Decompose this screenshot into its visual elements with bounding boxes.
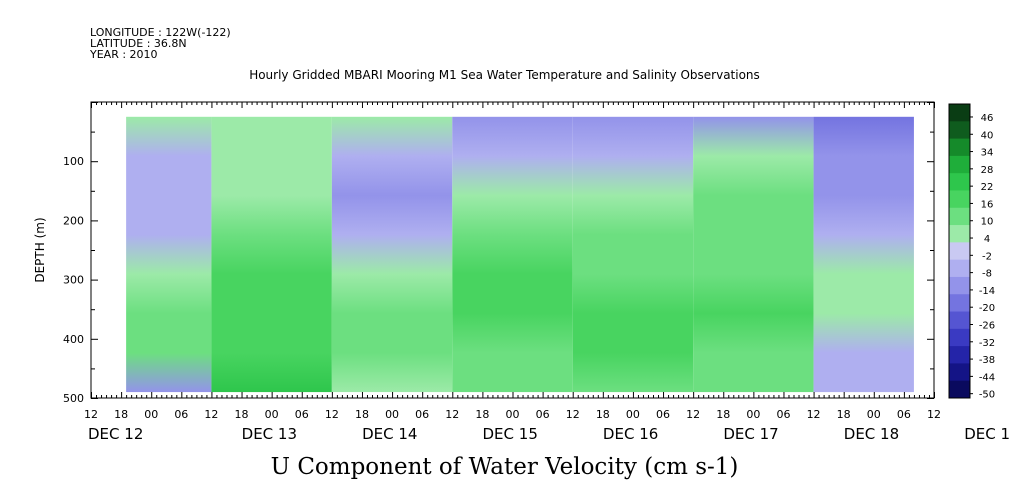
chart-title: Hourly Gridded MBARI Mooring M1 Sea Wate… — [249, 68, 760, 82]
colorbar-swatch — [949, 242, 970, 261]
colorbar-label: 10 — [981, 217, 994, 228]
longitude-label: LONGITUDE : 122W(-122) — [90, 26, 231, 39]
colorbar: 46 40 34 28 22 16 10 4 -2 -8 -14 -20 -26 -32 -38 -44 -50 — [948, 103, 995, 401]
y-tick-label: 500 — [63, 392, 84, 405]
heatmap-field — [126, 116, 914, 393]
x-day-label: DEC 13 — [242, 425, 297, 443]
x-day-label: DEC 16 — [603, 425, 658, 443]
colorbar-label: -32 — [979, 338, 995, 349]
colorbar-label: 28 — [981, 165, 994, 176]
x-hour-label: 12 — [807, 408, 821, 421]
x-hour-label: 12 — [84, 408, 98, 421]
x-hour-label: 00 — [506, 408, 520, 421]
x-hour-label: 06 — [174, 408, 188, 421]
x-day-label: DEC 17 — [723, 425, 778, 443]
x-hour-label: 00 — [385, 408, 399, 421]
heatmap-column — [693, 116, 814, 393]
heatmap-column — [452, 116, 573, 393]
colorbar-label: -44 — [979, 372, 995, 383]
y-tick-label: 200 — [63, 214, 84, 227]
colorbar-label: -50 — [979, 390, 995, 401]
heatmap-column — [331, 116, 453, 393]
colorbar-label: 34 — [981, 148, 994, 159]
x-hour-label: 18 — [355, 408, 369, 421]
x-hour-label: 12 — [927, 408, 941, 421]
x-hour-label: 18 — [475, 408, 489, 421]
colorbar-swatch — [949, 380, 970, 399]
x-hour-label: 12 — [686, 408, 700, 421]
heatmap-column — [126, 116, 212, 393]
x-hour-label: 12 — [325, 408, 339, 421]
x-hour-label: 06 — [656, 408, 670, 421]
colorbar-swatch — [949, 328, 970, 347]
colorbar-swatch — [949, 363, 970, 382]
colorbar-frame — [948, 103, 971, 399]
colorbar-swatch — [949, 294, 970, 313]
colorbar-label: -14 — [979, 286, 995, 297]
x-day-label: DEC 14 — [362, 425, 417, 443]
colorbar-swatch — [949, 346, 970, 364]
x-axis-ticks: 12 18 00 06 12 18 00 06 12 18 00 06 12 18 00 06 12 18 00 06… — [84, 102, 1009, 443]
x-day-label: DEC 12 — [88, 425, 143, 443]
colorbar-swatch — [949, 207, 970, 226]
x-hour-label: 18 — [235, 408, 249, 421]
colorbar-swatch — [949, 190, 970, 209]
heatmap-column — [813, 116, 914, 393]
colorbar-swatch — [949, 138, 970, 157]
x-hour-label: 00 — [144, 408, 158, 421]
colorbar-label: 40 — [981, 130, 994, 141]
y-tick-label: 300 — [63, 274, 84, 287]
variable-title: U Component of Water Velocity (cm s-1) — [270, 454, 739, 480]
colorbar-swatch — [949, 276, 970, 295]
colorbar-swatch — [949, 121, 970, 140]
colorbar-label: 4 — [984, 234, 990, 245]
heatmap-column — [211, 116, 332, 393]
x-hour-label: 06 — [776, 408, 790, 421]
colorbar-label: -2 — [982, 251, 992, 262]
y-axis-ticks: 100 200 300 400 500 — [63, 102, 934, 405]
y-tick-label: 100 — [63, 155, 84, 168]
colorbar-label: 16 — [981, 199, 994, 210]
y-tick-label: 400 — [63, 333, 84, 346]
colorbar-swatch — [949, 259, 970, 278]
colorbar-swatch — [949, 104, 970, 122]
x-hour-label: 00 — [626, 408, 640, 421]
colorbar-label: -38 — [979, 355, 995, 366]
x-day-label: DEC 18 — [844, 425, 899, 443]
x-hour-label: 00 — [265, 408, 279, 421]
x-hour-label: 12 — [445, 408, 459, 421]
colorbar-label: 46 — [981, 113, 994, 124]
colorbar-swatch — [949, 225, 970, 243]
x-hour-label: 00 — [746, 408, 760, 421]
x-hour-label: 18 — [837, 408, 851, 421]
x-hour-label: 06 — [295, 408, 309, 421]
x-hour-label: 06 — [536, 408, 550, 421]
x-hour-label: 18 — [114, 408, 128, 421]
y-axis-label: DEPTH (m) — [33, 217, 47, 282]
colorbar-label: -26 — [979, 321, 995, 332]
x-hour-label: 00 — [867, 408, 881, 421]
colorbar-label: -8 — [982, 269, 992, 280]
year-label: YEAR : 2010 — [90, 48, 158, 61]
x-hour-label: 18 — [716, 408, 730, 421]
heatmap-column — [572, 116, 694, 393]
x-hour-label: 12 — [566, 408, 580, 421]
colorbar-swatch — [949, 155, 970, 174]
x-hour-label: 18 — [596, 408, 610, 421]
x-hour-label: 06 — [897, 408, 911, 421]
colorbar-swatch — [949, 311, 970, 330]
x-day-label: DEC 19 — [964, 425, 1009, 443]
x-hour-label: 12 — [204, 408, 218, 421]
x-hour-label: 06 — [415, 408, 429, 421]
latitude-label: LATITUDE : 36.8N — [90, 37, 187, 50]
x-day-label: DEC 15 — [483, 425, 538, 443]
colorbar-label: -20 — [979, 303, 995, 314]
colorbar-swatch — [949, 173, 970, 191]
colorbar-label: 22 — [981, 182, 994, 193]
